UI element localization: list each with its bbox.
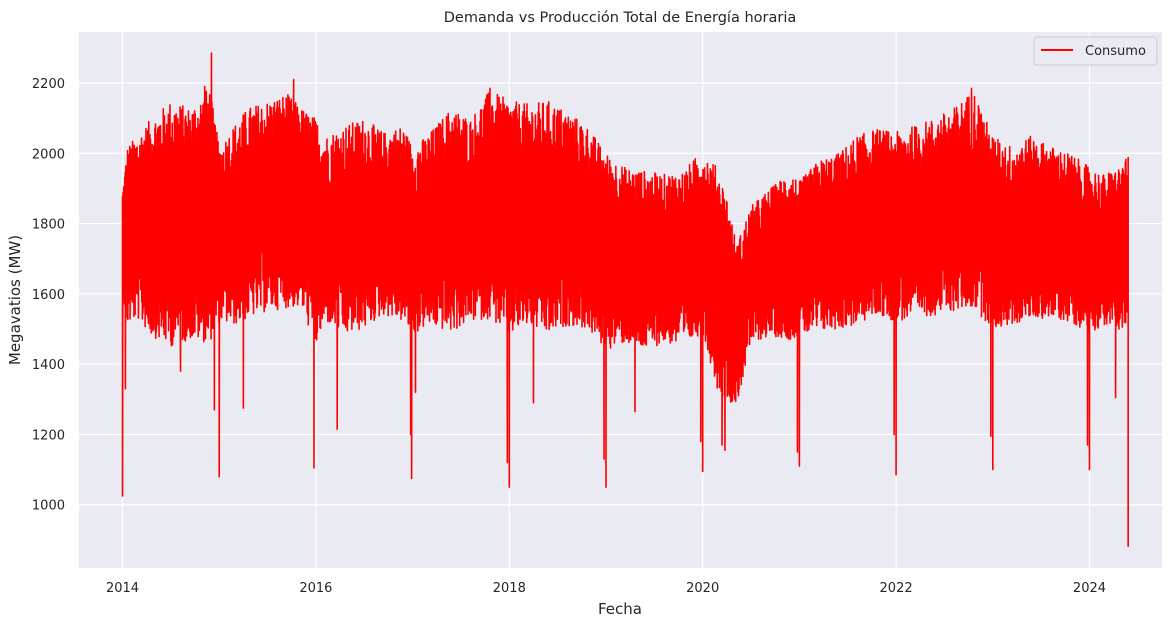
y-tick-label: 1000 <box>32 499 65 514</box>
y-tick-label: 1800 <box>32 218 65 233</box>
x-tick-label: 2018 <box>493 581 526 596</box>
x-tick-label: 2024 <box>1073 581 1106 596</box>
y-tick-label: 1400 <box>32 358 65 373</box>
series-layer <box>121 52 1129 547</box>
chart-title: Demanda vs Producción Total de Energía h… <box>444 10 796 26</box>
x-axis-title: Fecha <box>598 600 642 618</box>
x-tick-label: 2020 <box>686 581 719 596</box>
x-axis-ticks: 2014 2016 2018 2020 2022 2024 <box>106 581 1106 596</box>
y-tick-label: 1200 <box>32 428 65 443</box>
y-axis-title: Megavatios (MW) <box>6 235 24 365</box>
y-tick-label: 2000 <box>32 147 65 162</box>
y-tick-label: 2200 <box>32 77 65 92</box>
y-tick-label: 1600 <box>32 288 65 303</box>
legend: Consumo <box>1033 36 1158 66</box>
legend-label: Consumo <box>1085 44 1146 59</box>
y-axis-ticks: 1000 1200 1400 1600 1800 2000 2200 <box>32 77 65 514</box>
x-tick-label: 2022 <box>880 581 913 596</box>
series-line-consumo <box>121 52 1129 547</box>
x-tick-label: 2016 <box>299 581 332 596</box>
legend-box <box>1033 36 1158 66</box>
x-tick-label: 2014 <box>106 581 139 596</box>
